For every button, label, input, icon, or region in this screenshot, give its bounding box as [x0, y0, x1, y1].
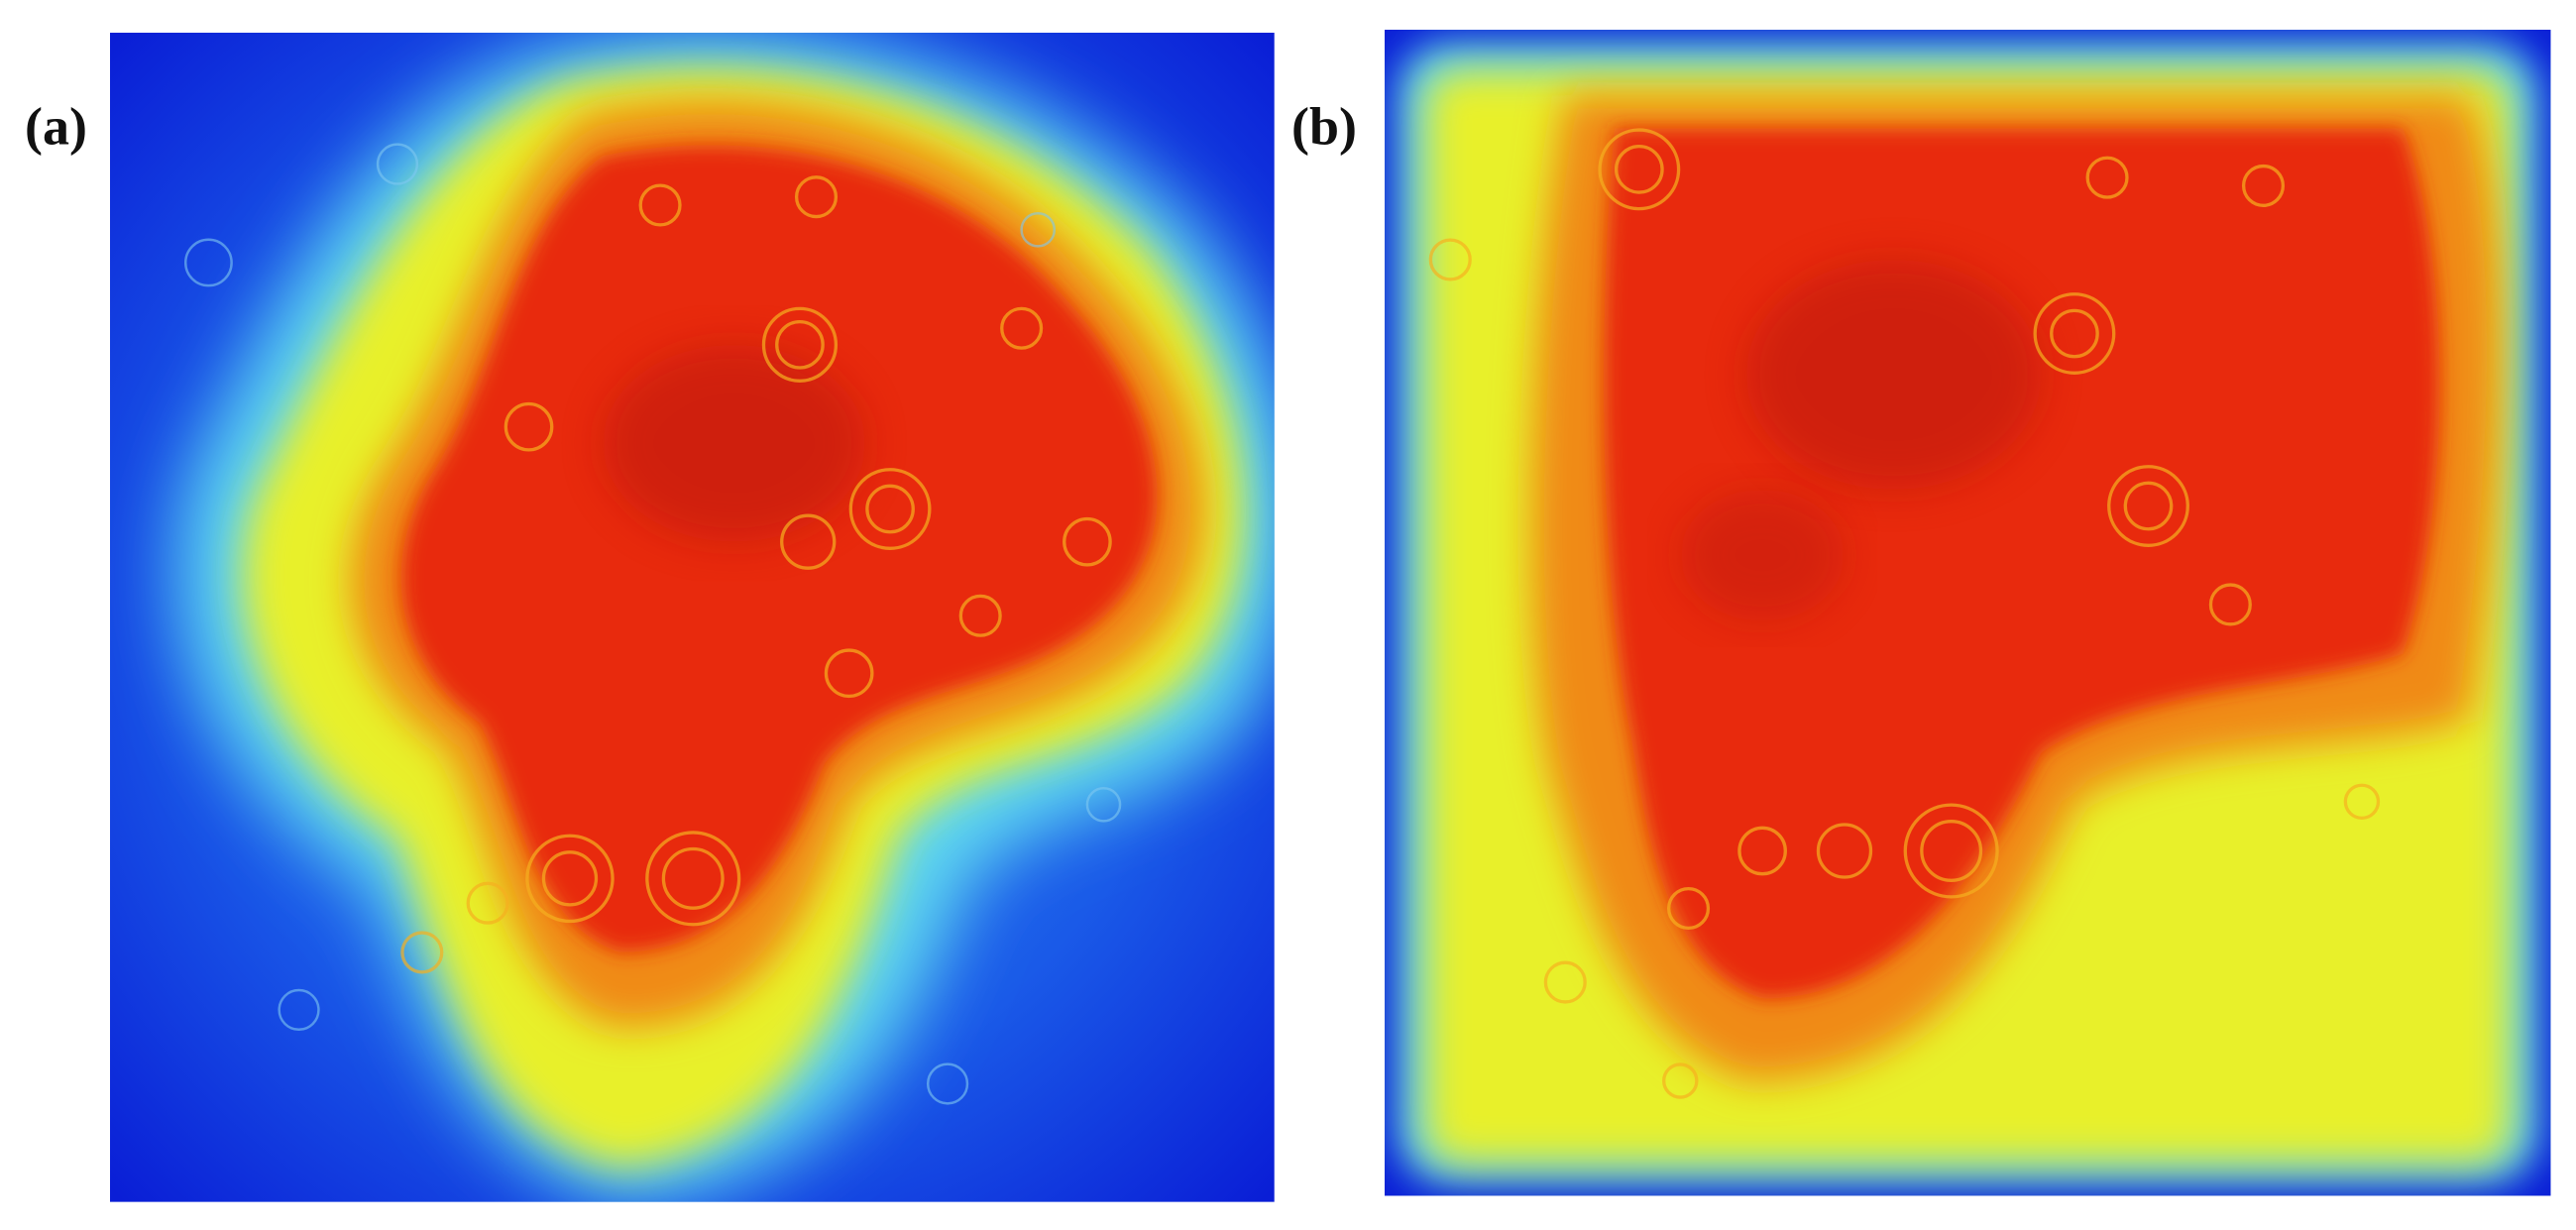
dark-core — [1745, 259, 2042, 490]
heatmap-b — [1385, 30, 2551, 1196]
red-zone — [400, 145, 1158, 952]
panel-label: (a) — [25, 96, 87, 156]
faint-rings — [183, 143, 1122, 1105]
panel-label: (b) — [1291, 96, 1357, 156]
heatmap-a — [110, 33, 1275, 1202]
fringe-rings — [400, 175, 1112, 974]
dark-core — [1680, 489, 1845, 621]
dark-core — [603, 344, 866, 542]
fringe-rings — [1428, 128, 2381, 1099]
